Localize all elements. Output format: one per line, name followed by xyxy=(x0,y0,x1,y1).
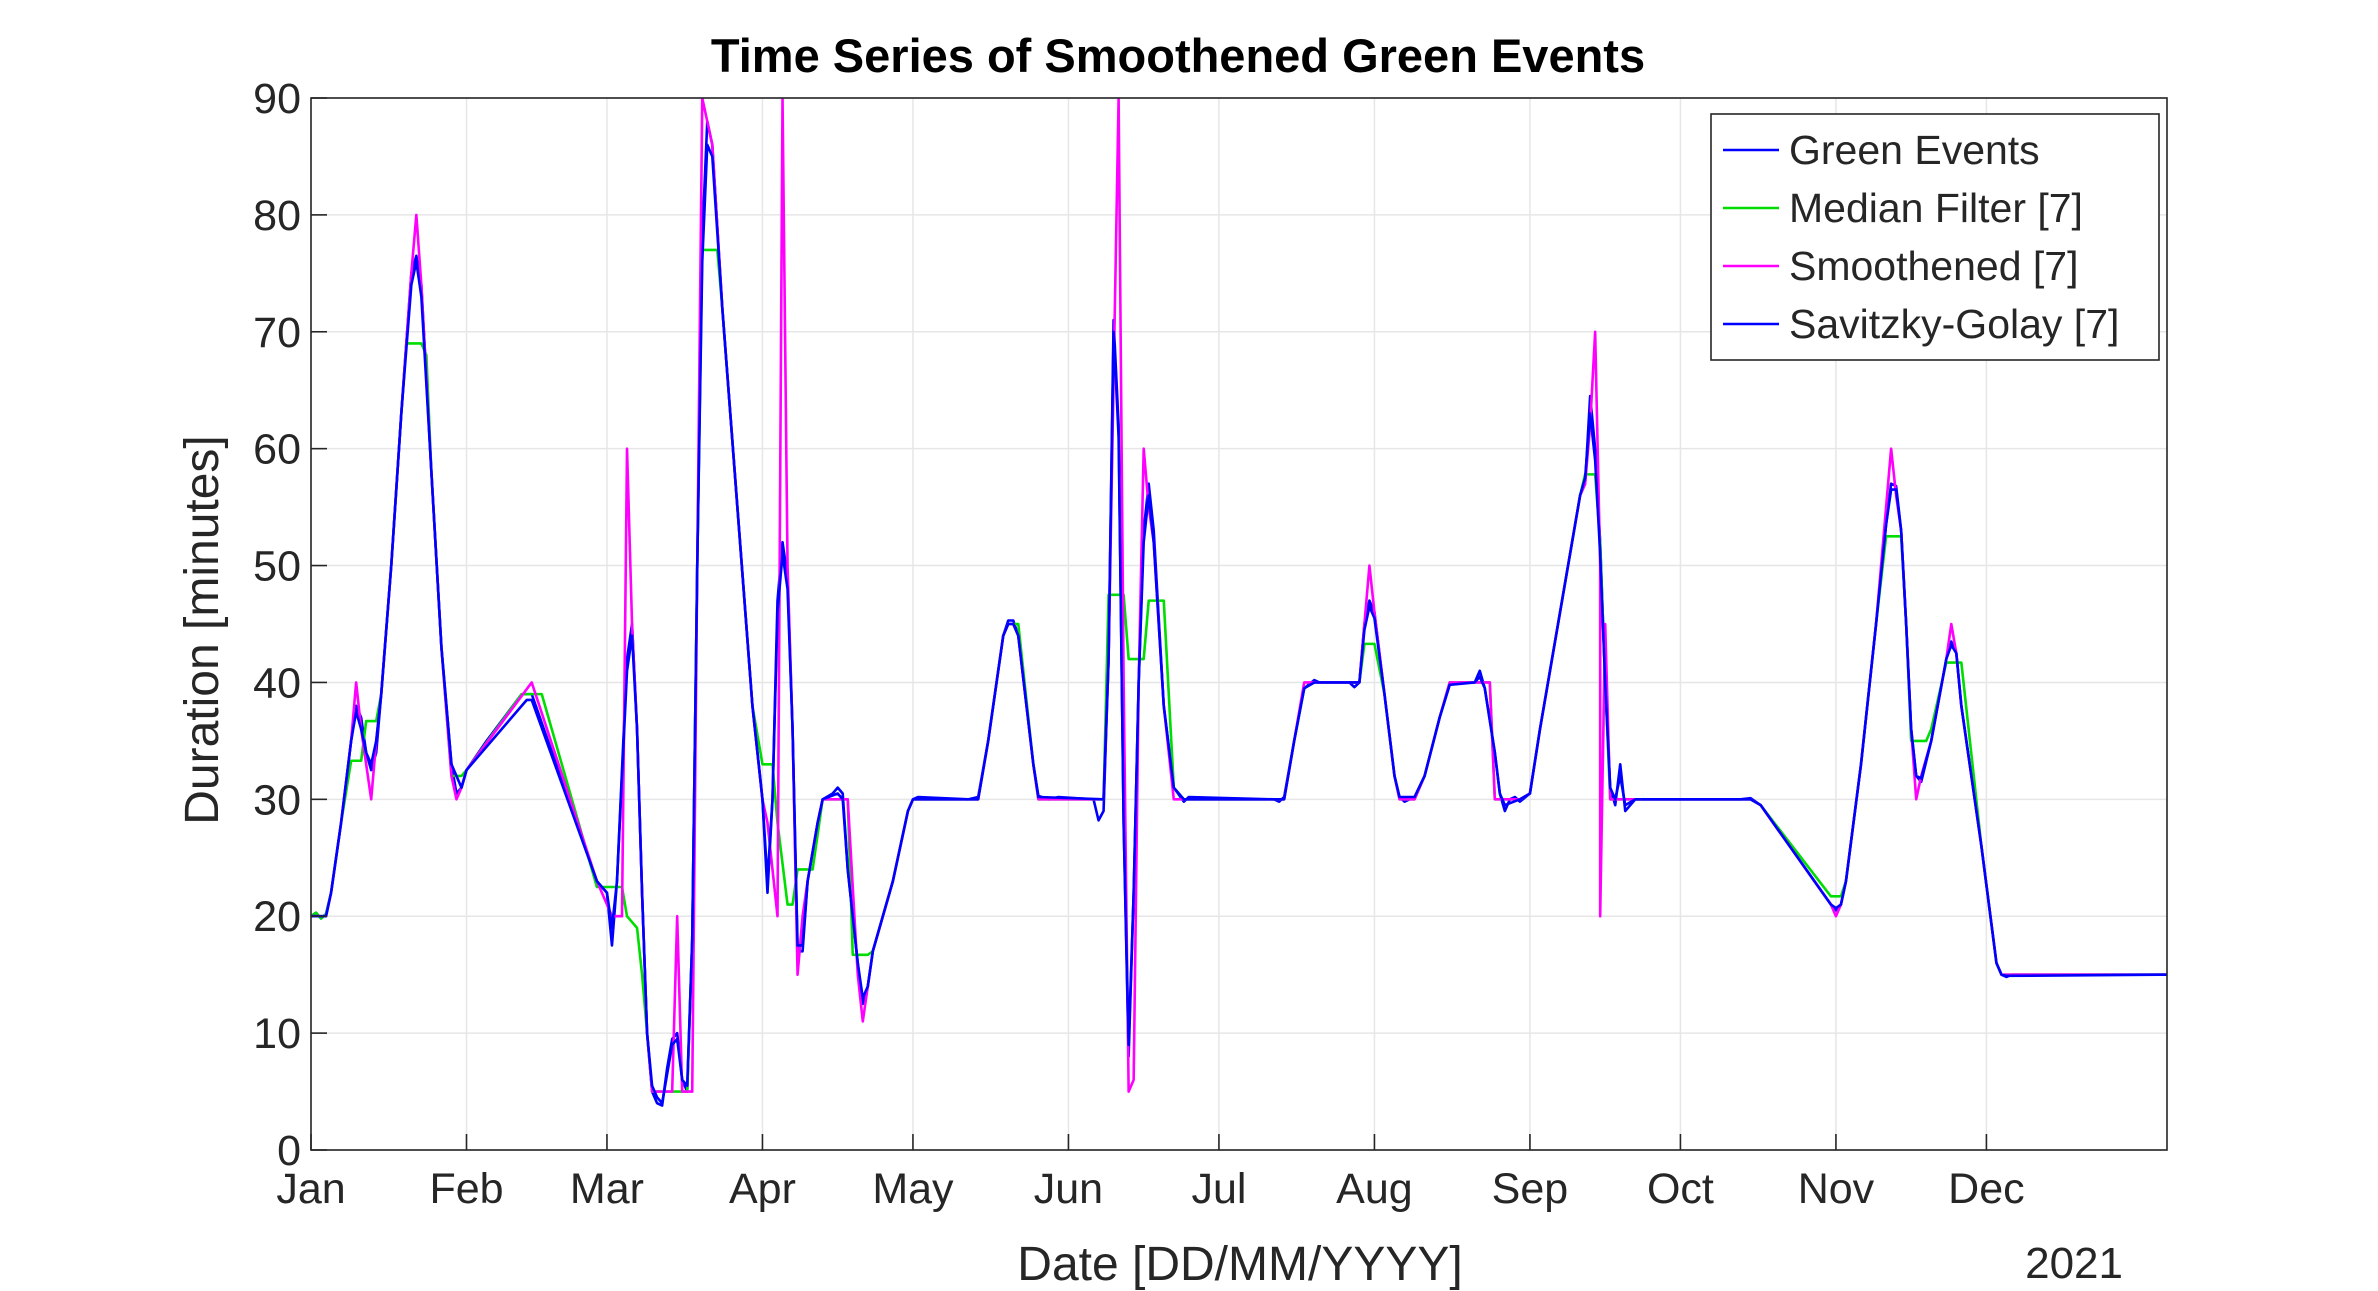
y-tick-label: 20 xyxy=(253,893,301,941)
y-tick-label: 60 xyxy=(253,426,301,474)
tick-marks xyxy=(310,97,1988,1151)
x-tick-labels: Jan Feb Mar Apr May Jun Jul Aug Sep Oct Nov Dec xyxy=(276,1165,2024,1213)
x-tick-label: Apr xyxy=(729,1165,796,1213)
y-axis-label: Duration [minutes] xyxy=(176,435,229,825)
y-tick-label: 30 xyxy=(253,776,301,824)
x-tick-label: Oct xyxy=(1647,1165,1714,1213)
x-tick-label: May xyxy=(872,1165,954,1213)
y-tick-labels: 0 10 20 30 40 50 60 70 80 90 xyxy=(253,75,301,1175)
axes-box xyxy=(310,97,2168,1151)
chart-title: Time Series of Smoothened Green Events xyxy=(711,29,1645,82)
x-tick-label: Nov xyxy=(1798,1165,1875,1213)
x-tick-label: Aug xyxy=(1336,1165,1413,1213)
legend: Green Events Median Filter [7] Smoothened … xyxy=(1710,113,2160,361)
series-line-4 xyxy=(311,143,2167,1105)
y-tick-label: 10 xyxy=(253,1010,301,1058)
x-tick-label: Jul xyxy=(1191,1165,1246,1213)
x-tick-label: Jun xyxy=(1034,1165,1103,1213)
legend-entry: Savitzky-Golay [7] xyxy=(1789,301,2119,347)
x-tick-label: Mar xyxy=(570,1165,644,1213)
x-tick-label: Dec xyxy=(1948,1165,2024,1213)
series-layer xyxy=(311,98,2167,1107)
y-tick-label: 50 xyxy=(253,543,301,591)
x-tick-label: Sep xyxy=(1492,1165,1569,1213)
x-axis-label: Date [DD/MM/YYYY] xyxy=(1017,1238,1462,1291)
y-tick-label: 70 xyxy=(253,309,301,357)
x-axis-year-label: 2021 xyxy=(2025,1239,2123,1288)
y-tick-label: 80 xyxy=(253,192,301,240)
legend-entry: Smoothened [7] xyxy=(1789,243,2078,289)
y-tick-label: 40 xyxy=(253,659,301,707)
legend-entry: Green Events xyxy=(1789,127,2040,173)
y-tick-label: 0 xyxy=(277,1127,301,1175)
legend-box xyxy=(1710,113,2160,361)
legend-entry: Median Filter [7] xyxy=(1789,185,2083,231)
y-tick-label: 90 xyxy=(253,75,301,123)
x-tick-label: Feb xyxy=(429,1165,503,1213)
x-tick-label: Jan xyxy=(276,1165,345,1213)
